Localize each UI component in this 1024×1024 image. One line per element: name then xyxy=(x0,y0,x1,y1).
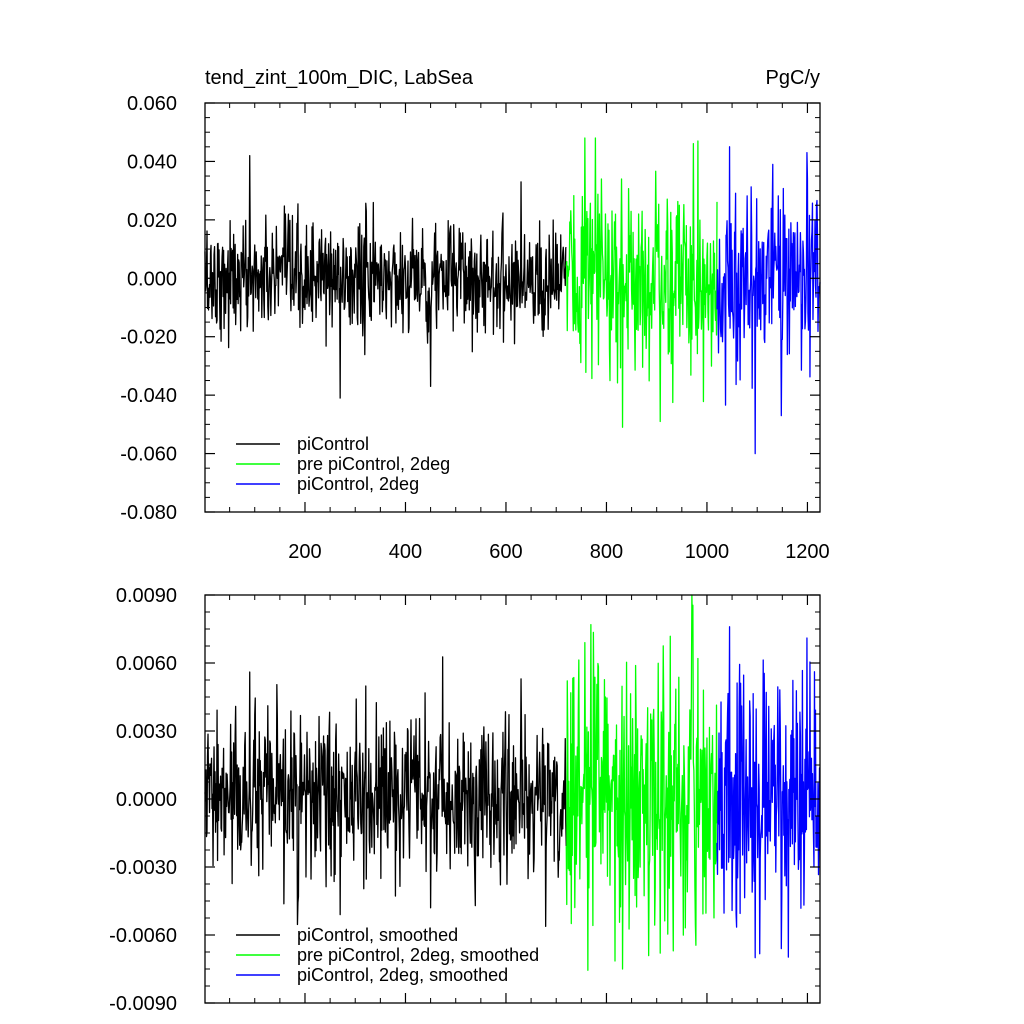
x-tick-label: 1000 xyxy=(685,541,730,563)
y-tick-label: -0.040 xyxy=(120,385,177,407)
bottom-panel-series-lines xyxy=(204,594,821,971)
top-panel-axes: -0.080 -0.060 -0.040 -0.020 0.000 0.020 0.040 0… xyxy=(120,93,829,563)
y-tick-label: -0.020 xyxy=(120,327,177,349)
y-tick-label: 0.0030 xyxy=(116,721,177,743)
x-tick-label: 200 xyxy=(288,541,321,563)
chart-title-left: tend_zint_100m_DIC, LabSea xyxy=(205,67,474,89)
y-tick-label: -0.060 xyxy=(120,444,177,466)
series-line-1 xyxy=(565,594,718,971)
series-line-1 xyxy=(565,137,718,428)
legend-label-2: piControl, 2deg, smoothed xyxy=(297,965,508,985)
series-line-2 xyxy=(716,626,821,959)
series-line-2 xyxy=(716,146,821,455)
y-tick-label: 0.060 xyxy=(127,93,177,115)
y-tick-label: -0.0090 xyxy=(109,993,177,1015)
y-tick-label: 0.040 xyxy=(127,151,177,173)
x-tick-label: 600 xyxy=(489,541,522,563)
legend-label-0: piControl, smoothed xyxy=(297,925,458,945)
y-tick-label: -0.0060 xyxy=(109,925,177,947)
y-tick-label: 0.0090 xyxy=(116,585,177,607)
bottom-panel-axes: -0.0090 -0.0060 -0.0030 0.0000 0.0030 0.0060 0… xyxy=(109,585,821,1015)
x-tick-label: 400 xyxy=(389,541,422,563)
series-line-0 xyxy=(204,154,567,399)
x-tick-label: 1200 xyxy=(785,541,830,563)
y-tick-label: -0.080 xyxy=(120,502,177,524)
bottom-panel: -0.0090 -0.0060 -0.0030 0.0000 0.0030 0.0060 0… xyxy=(109,585,821,1015)
y-tick-label: 0.020 xyxy=(127,210,177,232)
y-tick-label: 0.0060 xyxy=(116,653,177,675)
top-panel-series-lines xyxy=(204,137,821,455)
legend-label-2: piControl, 2deg xyxy=(297,474,419,494)
y-tick-label: 0.000 xyxy=(127,268,177,290)
top-panel: tend_zint_100m_DIC, LabSea PgC/y -0.080-… xyxy=(120,67,829,563)
chart-units-label: PgC/y xyxy=(766,67,820,89)
legend-label-1: pre piControl, 2deg, smoothed xyxy=(297,945,539,965)
legend-label-0: piControl xyxy=(297,434,369,454)
series-line-0 xyxy=(204,656,567,928)
x-tick-label: 800 xyxy=(590,541,623,563)
y-tick-label: 0.0000 xyxy=(116,789,177,811)
legend-label-1: pre piControl, 2deg xyxy=(297,454,450,474)
y-tick-label: -0.0030 xyxy=(109,857,177,879)
